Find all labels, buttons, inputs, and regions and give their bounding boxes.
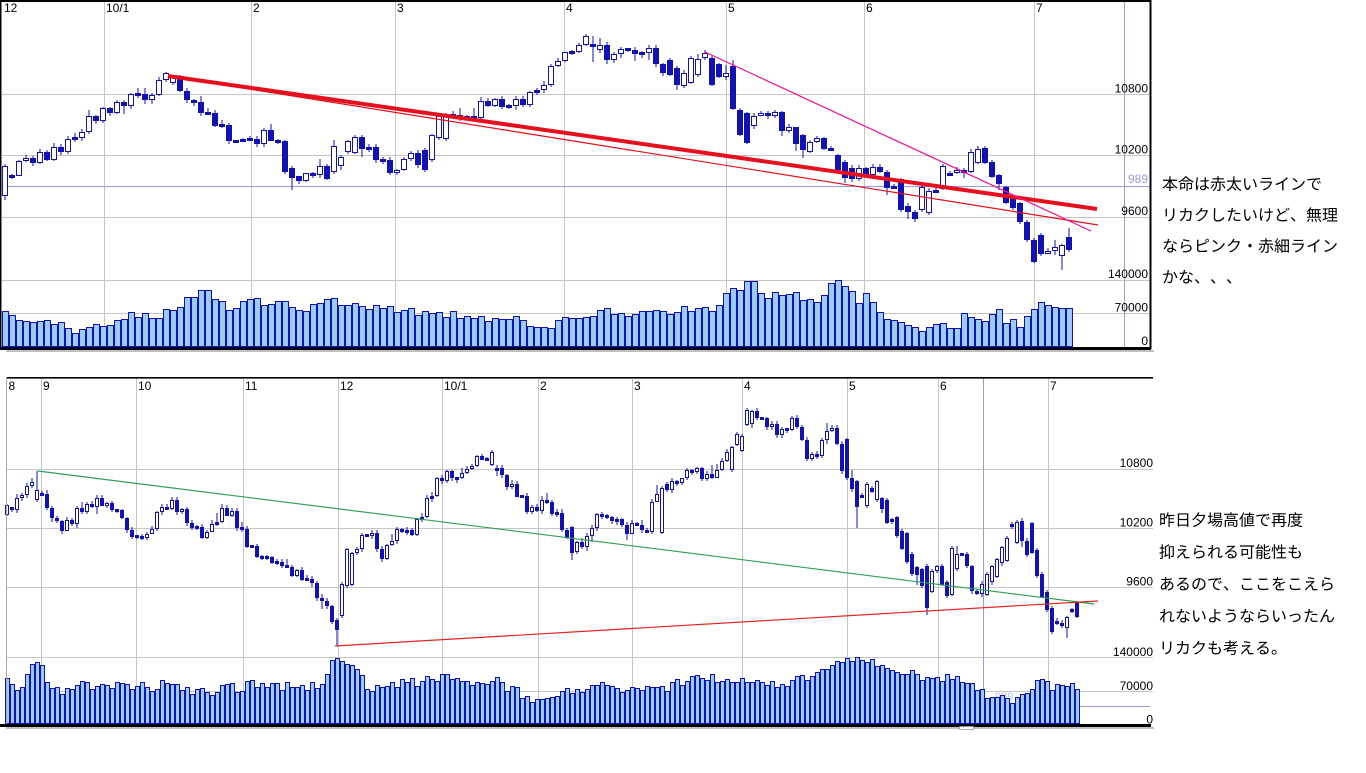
svg-text:6: 6 [940,379,947,393]
svg-text:10800: 10800 [1115,82,1149,96]
svg-text:11: 11 [245,379,258,393]
svg-text:70000: 70000 [1115,301,1149,315]
svg-text:5: 5 [728,1,735,15]
svg-text:70000: 70000 [1120,679,1154,693]
svg-text:4: 4 [566,1,573,15]
svg-text:0: 0 [1146,713,1153,727]
svg-text:140000: 140000 [1108,267,1148,281]
svg-text:4: 4 [744,379,751,393]
svg-text:10800: 10800 [1120,456,1154,470]
svg-text:10: 10 [138,379,152,393]
svg-text:12: 12 [4,1,18,15]
svg-text:8: 8 [9,379,16,393]
svg-text:10200: 10200 [1115,143,1149,157]
svg-text:10/1: 10/1 [106,1,130,15]
svg-text:9600: 9600 [1126,575,1153,589]
svg-text:9600: 9600 [1121,204,1148,218]
svg-text:0: 0 [1141,334,1148,348]
svg-text:10/1: 10/1 [444,379,468,393]
svg-text:10200: 10200 [1120,516,1154,530]
svg-text:7: 7 [1050,379,1057,393]
svg-text:140000: 140000 [1113,645,1153,659]
svg-text:3: 3 [397,1,404,15]
svg-text:6: 6 [866,1,873,15]
svg-text:5: 5 [849,379,856,393]
svg-text:3: 3 [634,379,641,393]
svg-text:9: 9 [43,379,50,393]
svg-text:12: 12 [340,379,354,393]
svg-text:7: 7 [1036,1,1043,15]
svg-text:2: 2 [253,1,260,15]
svg-text:989: 989 [1128,172,1148,186]
svg-text:2: 2 [540,379,547,393]
